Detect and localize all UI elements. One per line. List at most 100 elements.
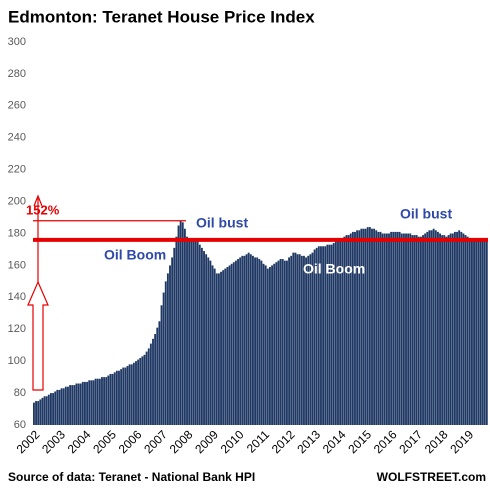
bar (298, 254, 301, 425)
bar (275, 262, 278, 425)
bar (203, 251, 205, 425)
bar (98, 378, 101, 425)
bar (281, 259, 284, 425)
bar (343, 236, 346, 425)
bar (447, 235, 450, 425)
bar (107, 375, 110, 425)
bar (341, 238, 344, 425)
x-tick-label: 2003 (39, 427, 68, 456)
y-tick-label: 120 (8, 323, 26, 335)
bar (373, 228, 376, 425)
bar (413, 235, 416, 425)
annotation: Oil Boom (104, 247, 166, 263)
bar (228, 265, 231, 425)
bar (436, 231, 439, 425)
bar (128, 364, 131, 425)
bar (337, 239, 339, 425)
bar (234, 260, 237, 425)
credit: WOLFSTREET.com (377, 470, 486, 484)
bar (445, 236, 448, 425)
bar (173, 247, 176, 425)
bar (271, 265, 274, 425)
bar (41, 397, 44, 425)
bar (339, 239, 342, 425)
bar (309, 254, 312, 425)
bar (294, 252, 297, 425)
bar (300, 255, 303, 425)
bar (52, 393, 55, 425)
annotation: Oil Boom (303, 261, 365, 277)
y-tick-label: 220 (8, 164, 26, 176)
bar (126, 365, 129, 425)
bar (149, 343, 152, 425)
y-tick-label: 200 (8, 195, 26, 207)
bar (162, 292, 165, 425)
bar (77, 383, 80, 425)
bar (453, 231, 456, 425)
bar (473, 239, 475, 425)
bar (260, 260, 263, 425)
bar (368, 227, 371, 425)
bar (460, 231, 463, 425)
bar (217, 273, 220, 425)
bar (143, 354, 146, 425)
bar (345, 235, 348, 425)
y-tick-label: 240 (8, 132, 26, 144)
change-arrow (27, 194, 49, 391)
chart-title: Edmonton: Teranet House Price Index (8, 7, 315, 26)
bar (139, 357, 142, 425)
bar (396, 231, 399, 425)
bar (371, 228, 373, 425)
bar (324, 246, 327, 425)
bar (296, 254, 299, 425)
bar (407, 233, 410, 425)
bar (56, 389, 59, 425)
bar (485, 239, 488, 425)
bar (303, 255, 305, 425)
bar (171, 257, 174, 425)
bar (226, 267, 229, 425)
y-tick-label: 260 (8, 100, 26, 112)
bar (394, 231, 397, 425)
x-tick-label: 2007 (141, 427, 170, 456)
bar (411, 235, 414, 425)
bar (96, 378, 99, 425)
bar (483, 239, 486, 425)
bar (273, 263, 276, 425)
bar (424, 233, 427, 425)
bar (307, 255, 310, 425)
bar (426, 231, 429, 425)
bar (109, 373, 112, 425)
bar (92, 380, 95, 425)
bar (207, 257, 210, 425)
bar (462, 233, 465, 425)
bar (164, 281, 167, 425)
bar (320, 246, 322, 425)
bar (477, 239, 480, 425)
bar (315, 247, 318, 425)
bar (120, 369, 123, 425)
bar (200, 247, 203, 425)
bar (317, 246, 320, 425)
bar (130, 364, 133, 425)
x-tick-label: 2005 (90, 427, 119, 456)
bar (422, 235, 424, 425)
bar (356, 230, 359, 425)
bar (160, 305, 163, 425)
bar (124, 367, 127, 425)
bar (122, 367, 125, 425)
bar (94, 378, 97, 425)
annotation: Oil bust (196, 215, 248, 231)
bar (451, 233, 454, 425)
bar (362, 228, 365, 425)
bar (43, 396, 46, 425)
bar (322, 246, 325, 425)
bar (311, 252, 314, 425)
bar (215, 273, 218, 425)
bar (419, 236, 422, 425)
bar (286, 260, 288, 425)
bar (392, 231, 395, 425)
bar (152, 338, 154, 425)
bar (443, 235, 446, 425)
bar (179, 220, 182, 425)
